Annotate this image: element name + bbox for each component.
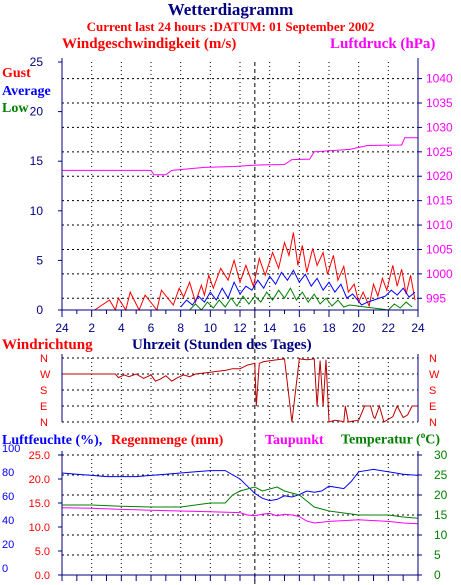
rain-tick-label: 0.0 bbox=[35, 570, 50, 582]
direction-tick-right: E bbox=[429, 401, 436, 413]
pressure-tick-label: 1010 bbox=[426, 218, 453, 232]
rain-tick-label: 10.0 bbox=[29, 522, 50, 534]
hour-tick-label: 18 bbox=[322, 321, 336, 335]
direction-tick-right: N bbox=[429, 353, 437, 365]
pressure-tick-label: 1025 bbox=[426, 145, 453, 159]
humidity-tick-label: 60 bbox=[2, 491, 14, 503]
hour-tick-label: 10 bbox=[204, 321, 218, 335]
wind-left-tick-label: 10 bbox=[30, 204, 44, 218]
direction-tick-left: N bbox=[40, 417, 48, 429]
direction-tick-left: N bbox=[40, 353, 48, 365]
humidity-axis-label: Luftfeuchte (%), bbox=[2, 433, 103, 448]
temperature-axis-label: Temperatur (oC) bbox=[341, 430, 440, 449]
temperature-tick-label: 30 bbox=[434, 448, 448, 462]
series-average bbox=[180, 269, 416, 308]
wind-left-tick-label: 5 bbox=[36, 253, 43, 267]
pressure-tick-label: 1030 bbox=[426, 120, 453, 134]
hour-tick-label: 22 bbox=[382, 321, 396, 335]
rain-tick-label: 20.0 bbox=[29, 474, 50, 486]
pressure-tick-label: 1035 bbox=[426, 96, 453, 110]
direction-tick-right: S bbox=[429, 385, 436, 397]
direction-tick-right: N bbox=[429, 417, 437, 429]
wind-left-tick-label: 25 bbox=[30, 55, 44, 69]
direction-tick-left: S bbox=[40, 385, 47, 397]
temperature-tick-label: 5 bbox=[434, 548, 441, 562]
series-luftdruck-hpa bbox=[62, 137, 418, 176]
hour-tick-label: 6 bbox=[148, 321, 155, 335]
hour-tick-label: 24 bbox=[55, 321, 69, 335]
hour-tick-label: 4 bbox=[118, 321, 125, 335]
chart-subtitle: Current last 24 hours :DATUM: 01 Septemb… bbox=[86, 19, 375, 34]
temperature-label-text: Temperatur ( bbox=[341, 432, 421, 448]
humidity-tick-label: 0 bbox=[2, 563, 8, 575]
legend-average: Average bbox=[2, 84, 51, 100]
temperature-tick-label: 20 bbox=[434, 488, 448, 502]
pressure-tick-label: 1040 bbox=[426, 72, 453, 86]
degree-sign: o bbox=[420, 430, 426, 440]
pressure-tick-label: 1000 bbox=[426, 267, 453, 281]
time-axis-label: Uhrzeit (Stunden des Tages) bbox=[132, 337, 312, 353]
series-low bbox=[189, 287, 413, 311]
pressure-tick-label: 995 bbox=[426, 291, 446, 305]
direction-tick-left: W bbox=[40, 369, 51, 381]
pressure-tick-label: 1015 bbox=[426, 194, 453, 208]
hour-tick-label: 20 bbox=[352, 321, 366, 335]
direction-tick-left: E bbox=[40, 401, 47, 413]
temperature-unit: C) bbox=[425, 432, 440, 448]
axis-layer: 0510152025995100010051010101510201025103… bbox=[2, 55, 453, 582]
temperature-tick-label: 0 bbox=[434, 568, 441, 582]
legend-gust: Gust bbox=[2, 66, 31, 81]
wind-left-tick-label: 20 bbox=[30, 105, 44, 119]
humidity-tick-label: 80 bbox=[2, 467, 14, 479]
hour-tick-label: 24 bbox=[411, 321, 425, 335]
pressure-tick-label: 1005 bbox=[426, 242, 453, 256]
wind-direction-label: Windrichtung bbox=[2, 337, 93, 353]
hour-tick-label: 2 bbox=[88, 321, 95, 335]
series-temperatur-c bbox=[62, 486, 419, 519]
series-taupunkt bbox=[61, 507, 419, 525]
hour-tick-label: 16 bbox=[293, 321, 307, 335]
humidity-tick-label: 40 bbox=[2, 515, 14, 527]
rain-axis-label: Regenmenge (mm) bbox=[111, 433, 224, 448]
direction-tick-right: W bbox=[429, 369, 440, 381]
temperature-tick-label: 10 bbox=[434, 528, 448, 542]
series-wind-direction bbox=[62, 358, 418, 423]
wind-left-tick-label: 0 bbox=[36, 303, 43, 317]
hour-tick-label: 14 bbox=[263, 321, 277, 335]
rain-tick-label: 15.0 bbox=[29, 498, 50, 510]
hour-tick-label: 8 bbox=[177, 321, 184, 335]
rain-tick-label: 25.0 bbox=[29, 450, 50, 462]
pressure-tick-label: 1020 bbox=[426, 169, 453, 183]
humidity-tick-label: 100 bbox=[2, 443, 20, 455]
temperature-tick-label: 25 bbox=[434, 468, 448, 482]
dewpoint-label: Taupunkt bbox=[265, 433, 324, 448]
series-gust bbox=[94, 232, 416, 312]
hour-tick-label: 12 bbox=[233, 321, 247, 335]
temperature-tick-label: 15 bbox=[434, 508, 448, 522]
wind-left-tick-label: 15 bbox=[30, 154, 44, 168]
humidity-tick-label: 20 bbox=[2, 539, 14, 551]
chart-title: Wetterdiagramm bbox=[167, 0, 294, 19]
legend-low: Low bbox=[2, 101, 29, 116]
pressure-axis-label: Luftdruck (hPa) bbox=[330, 36, 436, 52]
rain-tick-label: 5.0 bbox=[35, 546, 50, 558]
wind-speed-axis-label: Windgeschwindigkeit (m/s) bbox=[62, 36, 237, 52]
series-layer bbox=[61, 137, 419, 576]
series-luftfeuchte bbox=[61, 468, 419, 502]
